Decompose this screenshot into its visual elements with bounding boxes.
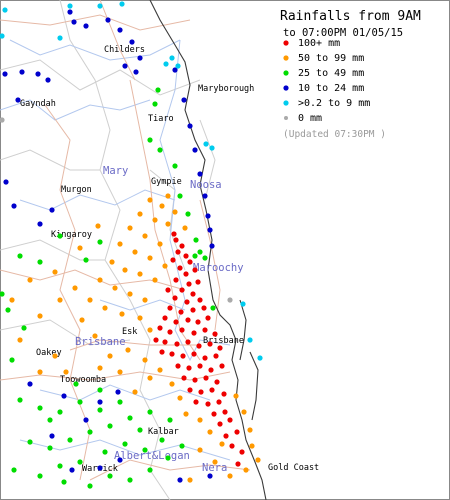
town-murgon: Murgon xyxy=(61,185,92,195)
river-lines xyxy=(0,39,231,461)
stations-0-2-to-9 xyxy=(0,1,263,361)
legend-swatch-2 xyxy=(283,70,289,76)
legend: Rainfalls from 9AM to 07:00PM 01/05/15 1… xyxy=(280,9,421,140)
legend-label-0: 100+ mm xyxy=(298,38,340,49)
region-mary: Mary xyxy=(103,165,128,177)
region-noosa: Noosa xyxy=(190,179,222,191)
town-kalbar: Kalbar xyxy=(148,427,179,437)
legend-title: Rainfalls from 9AM xyxy=(280,9,421,24)
region-nerang: Nera xyxy=(202,462,227,474)
town-brisbane: Brisbane xyxy=(203,336,244,346)
legend-label-2: 25 to 49 mm xyxy=(298,68,364,79)
town-tiaro: Tiaro xyxy=(148,114,174,124)
stations-100-plus xyxy=(153,231,245,467)
legend-swatch-3 xyxy=(283,85,289,91)
region-albert-logan: Albert&Logan xyxy=(114,450,190,462)
legend-swatch-4 xyxy=(283,100,289,106)
town-childers: Childers xyxy=(104,45,145,55)
legend-swatch-1 xyxy=(283,55,289,61)
town-toowoomba: Toowoomba xyxy=(60,375,106,385)
coastline xyxy=(149,0,267,500)
town-esk: Esk xyxy=(122,327,137,337)
legend-swatch-5 xyxy=(284,116,288,120)
town-oakey: Oakey xyxy=(36,348,62,358)
legend-subtitle: to 07:00PM 01/05/15 xyxy=(283,27,403,39)
stations-10-24 xyxy=(2,9,215,483)
town-gayndah: Gayndah xyxy=(20,99,56,109)
legend-label-3: 10 to 24 mm xyxy=(298,83,364,94)
legend-label-1: 50 to 99 mm xyxy=(298,53,364,64)
legend-items: 100+ mm 50 to 99 mm 25 to 49 mm 10 to 24 mm… xyxy=(283,38,370,124)
region-maroochy: Maroochy xyxy=(193,262,244,274)
stations-50-99 xyxy=(9,193,261,483)
town-gold-coast: Gold Coast xyxy=(268,463,319,473)
legend-swatch-0 xyxy=(283,40,289,46)
town-maryborough: Maryborough xyxy=(198,84,254,94)
stations-zero xyxy=(0,117,233,303)
region-brisbane: Brisbane xyxy=(75,336,126,348)
legend-label-5: 0 mm xyxy=(298,113,322,124)
stations-25-49 xyxy=(0,87,216,489)
legend-label-4: >0.2 to 9 mm xyxy=(298,98,370,109)
town-gympie: Gympie xyxy=(151,177,182,187)
region-labels: Mary Noosa Maroochy Brisbane Albert&Loga… xyxy=(75,165,244,474)
boundary-lines xyxy=(0,0,216,500)
legend-updated: (Updated 07:30PM ) xyxy=(283,129,386,140)
station-dots xyxy=(0,1,263,489)
town-kingaroy: Kingaroy xyxy=(51,230,92,240)
